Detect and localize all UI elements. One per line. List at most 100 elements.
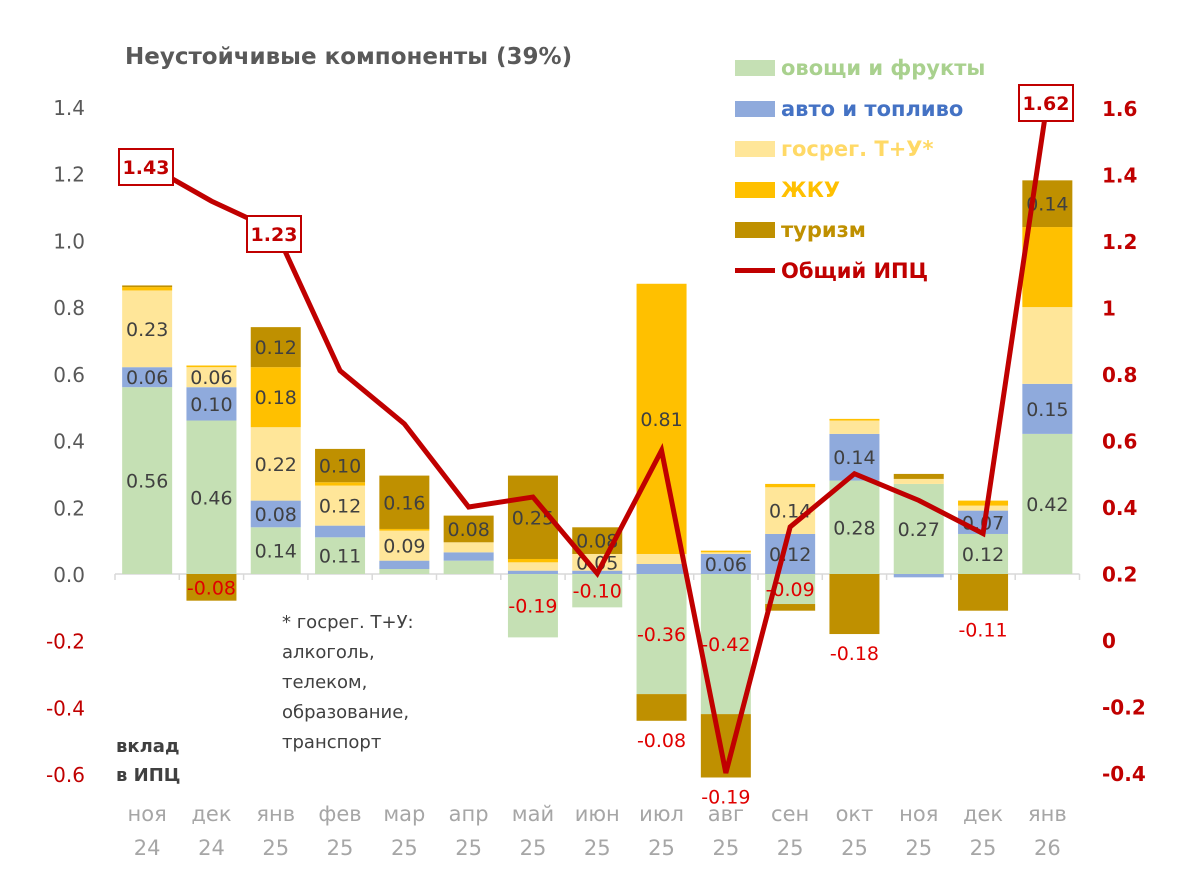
cpi-label-box [118,148,174,186]
bar-segment [1022,307,1073,384]
y-tick-label: 0.8 [53,296,85,320]
x-tick-label-year: 25 [777,836,804,860]
bar-data-label: -0.19 [508,596,557,618]
bar-data-label: 0.15 [1026,399,1068,421]
bar-data-label: 0.16 [383,492,425,514]
bar-data-label: 0.06 [126,367,168,389]
y-tick-label: 0.0 [53,563,85,587]
x-tick-label-month: авг [708,802,744,826]
bar-segment [379,530,430,561]
x-tick-label-month: ноя [128,802,167,826]
y2-tick-label: 1 [1102,297,1116,321]
x-tick-label-month: янв [256,802,295,826]
bar-segment [315,537,366,574]
bar-segment [186,574,237,601]
x-tick-label-month: окт [836,802,874,826]
x-tick-label-month: май [512,802,554,826]
legend-item-tourism: туризм [735,210,985,251]
y-tick-label: 0.2 [53,496,85,520]
bar-data-label: 0.46 [190,487,232,509]
y-tick-label: -0.2 [46,630,85,654]
bar-segment [443,542,494,553]
x-tick-label-year: 25 [841,836,868,860]
bar-data-label: 0.10 [190,394,232,416]
bar-labels-group: 0.56 0.46 0.14 0.11 -0.19 -0.10 -0.36 -0.42 -0.0… [126,194,1069,809]
legend-swatch [735,100,775,117]
y2-tick-label: -0.2 [1102,696,1146,720]
x-tick-label-month: дек [191,802,231,826]
bar-data-label: 0.18 [255,387,297,409]
bar-segment [636,574,687,695]
bar-data-label: 0.11 [319,546,361,568]
bar-segment [636,563,687,574]
cpi-data-label: 1.23 [251,224,298,246]
bar-segment [122,367,173,388]
bar-segment [765,533,816,574]
x-tick-label-month: мар [383,802,425,826]
bar-data-label: 0.12 [769,544,811,566]
bar-segment [829,418,880,421]
bar-segment [443,515,494,543]
footnote: * госрег. Т+У: алкоголь, телеком, образо… [282,608,414,758]
legend-item-auto-fuel: авто и топливо [735,89,985,130]
bar-segment [636,553,687,564]
bar-segment [1022,383,1073,434]
y2-tick-label: 0.4 [1102,496,1137,520]
y-tick-label: 1.4 [53,96,85,120]
bar-data-label: 0.08 [255,504,297,526]
bar-data-label: 0.06 [705,554,747,576]
x-tick-label-year: 25 [970,836,997,860]
y2-tick-label: 0.6 [1102,430,1137,454]
x-tick-label-month: июл [639,802,684,826]
bar-data-label: 0.08 [576,531,618,553]
bar-segment [379,560,430,569]
y-tick-label: -0.6 [46,763,85,787]
bar-segment [958,500,1009,506]
bar-segment [958,574,1009,611]
legend-swatch [735,181,775,198]
x-tick-label-year: 25 [520,836,547,860]
bar-data-label: -0.19 [701,786,750,808]
bar-segment [186,387,237,421]
legend-label: туризм [781,218,866,243]
bar-segment [250,367,301,428]
bar-segment [507,570,558,574]
x-tick-label-year: 25 [648,836,675,860]
bar-segment [507,574,558,638]
bar-data-label: 0.42 [1026,494,1068,516]
y-tick-label: 0.4 [53,430,85,454]
x-tick-label-month: дек [963,802,1003,826]
bar-data-label: -0.08 [637,730,686,752]
x-tick-label-year: 25 [712,836,739,860]
y-axis-left: 1.4 1.2 1.0 0.8 0.6 0.4 0.2 0.0 -0.2 -0.4 -0.6 [46,96,85,787]
y-tick-label: -0.4 [46,696,85,720]
bar-segment [443,552,494,561]
bar-data-label: 0.27 [898,519,940,541]
bar-segment [122,287,173,291]
legend-swatch [735,141,775,158]
bar-data-label: 0.22 [255,454,297,476]
legend-label: авто и топливо [781,96,964,121]
bar-data-label: -0.10 [573,581,622,603]
x-tick-label-month: июн [575,802,620,826]
x-tick-label-year: 24 [134,836,161,860]
y-axis-note-line: в ИПЦ [116,765,181,786]
x-tick-label-year: 25 [391,836,418,860]
bar-segment [186,420,237,574]
cpi-data-label: 1.43 [123,157,170,179]
y2-tick-label: 1.4 [1102,164,1137,188]
x-tick-label-year: 25 [455,836,482,860]
y-tick-label: 0.6 [53,363,85,387]
bar-segment [893,574,944,578]
bar-segment [250,527,301,574]
y-axis-note-line: вклад [116,736,180,757]
bar-segment [122,290,173,368]
bar-segment [636,694,687,721]
y-axis-note: вклад в ИПЦ [116,732,181,790]
legend-item-zhku: ЖКУ [735,170,985,211]
y-tick-label: 1.2 [53,163,85,187]
y2-tick-label: -0.4 [1102,762,1146,786]
footnote-line: транспорт [282,732,382,753]
bar-segment [1022,227,1073,308]
bar-segment [1022,433,1073,574]
